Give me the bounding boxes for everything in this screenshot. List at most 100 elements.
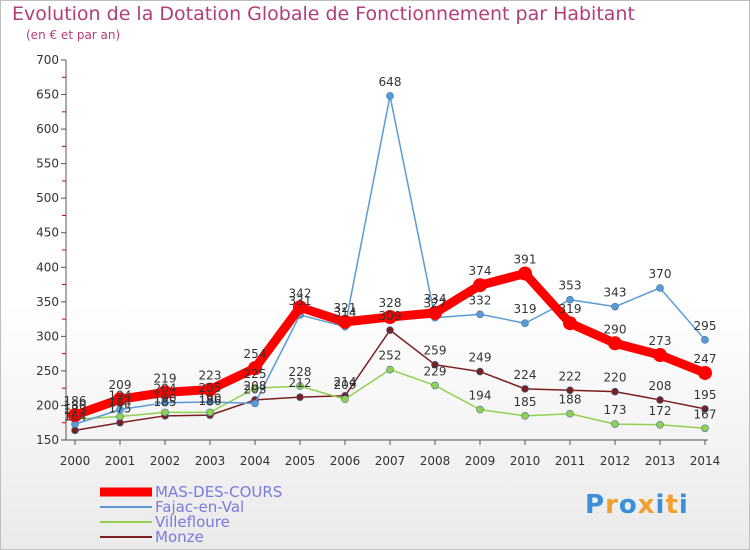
- data-label: 186: [64, 394, 87, 408]
- y-tick-label: 200: [36, 398, 59, 412]
- data-label: 209: [334, 378, 357, 392]
- data-point: [206, 398, 214, 406]
- y-tick-label: 500: [36, 191, 59, 205]
- logo-letter: o: [618, 490, 638, 520]
- x-tick-label: 2007: [375, 454, 406, 468]
- y-tick-label: 550: [36, 157, 59, 171]
- x-tick-label: 2012: [600, 454, 631, 468]
- legend-label: Villefloure: [155, 513, 230, 531]
- x-tick-label: 2003: [195, 454, 226, 468]
- data-label: 224: [514, 368, 537, 382]
- data-point: [476, 405, 484, 414]
- data-label: 220: [604, 371, 627, 385]
- data-point: [158, 385, 172, 400]
- data-label: 185: [514, 395, 537, 409]
- data-label: 173: [64, 403, 87, 417]
- data-point: [698, 365, 712, 380]
- y-tick-label: 350: [36, 295, 59, 309]
- data-label: 327: [424, 297, 447, 311]
- data-point: [656, 396, 664, 404]
- data-label: 252: [379, 349, 402, 363]
- data-label: 219: [154, 371, 177, 385]
- data-label: 391: [514, 252, 537, 266]
- data-label: 208: [244, 379, 267, 393]
- legend-label: Fajac-en-Val: [155, 498, 244, 516]
- data-label: 290: [604, 322, 627, 336]
- data-labels: 164 175 185 186 208 212 214 309 259 249 224 222 220 2…: [64, 75, 717, 423]
- data-point: [653, 348, 667, 363]
- chart-title: Evolution de la Dotation Globale de Fonc…: [12, 3, 635, 25]
- data-point: [566, 295, 574, 304]
- data-label: 648: [379, 75, 402, 89]
- y-tick-label: 150: [36, 433, 59, 447]
- data-label: 205: [199, 381, 222, 395]
- logo-letter: r: [605, 490, 619, 520]
- data-point: [476, 367, 484, 376]
- x-tick-label: 2011: [555, 454, 586, 468]
- data-point: [611, 420, 619, 428]
- chart-subtitle: (en € et par an): [26, 28, 121, 42]
- x-tick-label: 2006: [330, 454, 361, 468]
- data-label: 328: [379, 296, 402, 310]
- data-label: 319: [559, 302, 582, 316]
- data-point: [566, 409, 574, 418]
- data-point: [431, 381, 439, 390]
- data-label: 247: [694, 352, 717, 366]
- logo-letter: i: [678, 490, 689, 520]
- data-point: [293, 300, 307, 315]
- data-point: [161, 408, 169, 417]
- data-label: 203: [244, 382, 267, 396]
- x-tick-label: 2000: [60, 454, 91, 468]
- data-label: 249: [469, 351, 492, 365]
- x-tick-label: 2014: [690, 454, 721, 468]
- data-point: [248, 361, 262, 376]
- data-point: [701, 424, 709, 433]
- data-label: 186: [199, 394, 222, 408]
- data-label: 195: [694, 388, 717, 402]
- data-label: 204: [154, 382, 177, 396]
- data-label: 194: [109, 389, 132, 403]
- data-label: 184: [109, 396, 132, 410]
- series-mas-des-cours: [68, 266, 712, 423]
- legend-label: Monze: [155, 528, 204, 546]
- x-tick-label: 2002: [150, 454, 181, 468]
- data-point: [611, 302, 619, 311]
- data-label: 309: [379, 309, 402, 323]
- data-point: [563, 316, 577, 331]
- data-label: 370: [649, 267, 672, 281]
- x-tick-label: 2005: [285, 454, 316, 468]
- data-point: [296, 393, 304, 401]
- data-label: 223: [199, 369, 222, 383]
- data-point: [338, 314, 352, 329]
- data-point: [656, 284, 664, 292]
- data-label: 295: [694, 319, 717, 333]
- y-tick-label: 250: [36, 364, 59, 378]
- legend-label: MAS-DES-COURS: [155, 483, 282, 501]
- data-label: 353: [559, 279, 582, 293]
- data-point: [656, 420, 664, 429]
- data-point: [386, 365, 394, 374]
- data-point: [383, 310, 397, 325]
- data-label: 190: [154, 391, 177, 405]
- data-point: [251, 384, 259, 392]
- y-tick-label: 650: [36, 88, 59, 102]
- data-point: [701, 336, 709, 344]
- data-point: [473, 278, 487, 293]
- data-label: 208: [649, 379, 672, 393]
- data-label: 331: [289, 294, 312, 308]
- data-label: 188: [559, 393, 582, 407]
- data-point: [608, 336, 622, 351]
- data-point: [386, 326, 394, 334]
- y-tick-label: 600: [36, 122, 59, 136]
- data-point: [518, 266, 532, 281]
- data-label: 273: [649, 334, 672, 348]
- x-tick-label: 2013: [645, 454, 676, 468]
- y-tick-label: 700: [36, 53, 59, 67]
- data-point: [566, 386, 574, 395]
- proxiti-logo: Proxiti: [585, 490, 689, 520]
- data-point: [521, 385, 529, 393]
- data-label: 342: [289, 286, 312, 300]
- data-label: 173: [604, 403, 627, 417]
